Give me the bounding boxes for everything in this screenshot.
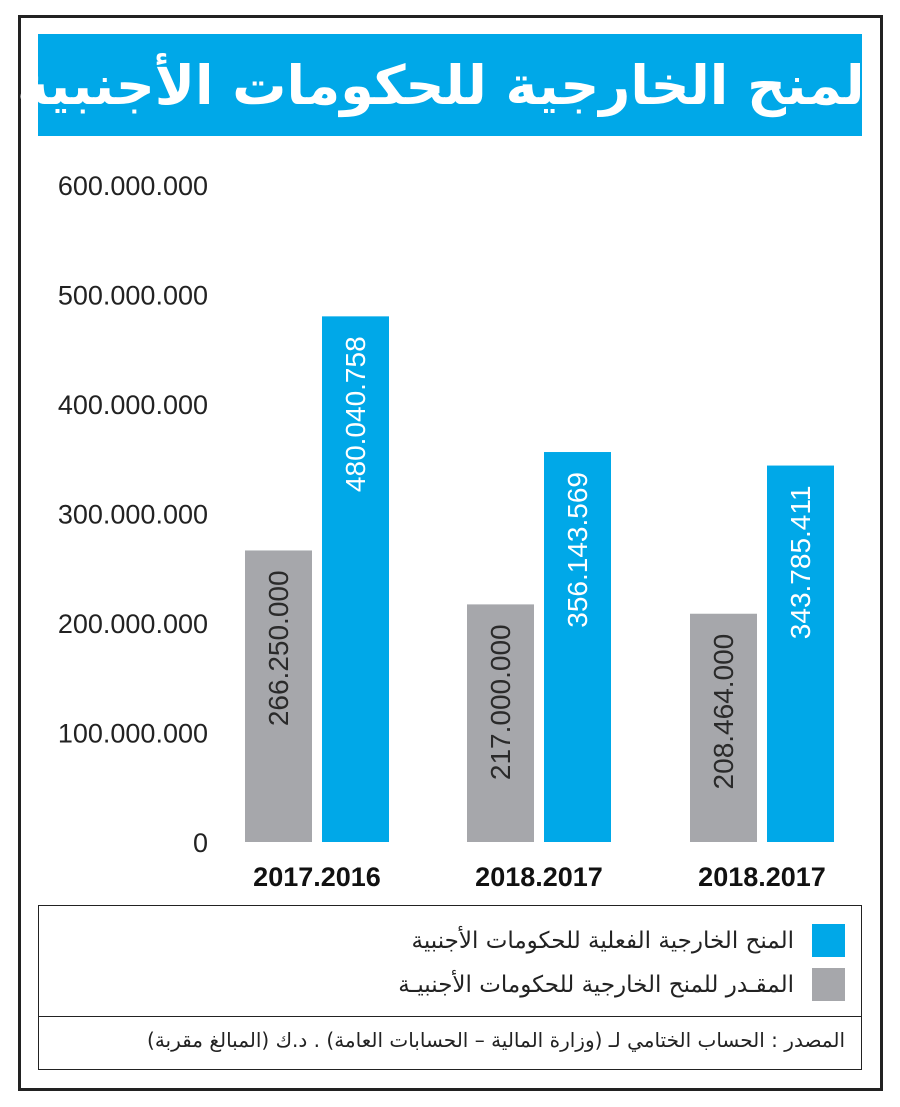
source-note: المصدر : الحساب الختامي لـ (وزارة المالي… (147, 1028, 845, 1052)
legend-label-estimated: المقـدر للمنح الخارجية للحكومات الأجنبيـ… (398, 971, 794, 998)
legend-divider (39, 1016, 861, 1017)
bar-value-label: 343.785.411 (785, 486, 816, 640)
bar-value-label: 208.464.000 (708, 634, 739, 790)
chart-title: المنح الخارجية للحكومات الأجنبية (16, 53, 884, 117)
bar-value-label: 480.040.758 (340, 336, 371, 492)
x-axis: 2017.2016 2018.2017 2018.2017 (253, 862, 826, 892)
bar-value-label: 266.250.000 (263, 570, 294, 726)
bar-chart: 0 100.000.000 200.000.000 300.000.000 400.00… (58, 171, 834, 892)
bar-estimated (690, 613, 757, 842)
legend-swatch-actual (812, 924, 845, 957)
bar-value-label: 217.000.000 (485, 624, 516, 780)
legend-item-estimated: المقـدر للمنح الخارجية للحكومات الأجنبيـ… (398, 968, 845, 1001)
legend: المنح الخارجية الفعلية للحكومات الأجنبية… (38, 905, 862, 1070)
y-tick-label: 400.000.000 (58, 390, 208, 420)
y-axis: 0 100.000.000 200.000.000 300.000.000 400.00… (58, 171, 208, 858)
y-tick-label: 600.000.000 (58, 171, 208, 201)
title-bar: المنح الخارجية للحكومات الأجنبية (17, 34, 883, 136)
y-tick-label: 100.000.000 (58, 719, 208, 749)
x-tick-label: 2018.2017 (698, 862, 826, 892)
y-tick-label: 200.000.000 (58, 609, 208, 639)
bar-estimated (467, 604, 534, 842)
legend-swatch-estimated (812, 968, 845, 1001)
bar-actual (322, 316, 389, 843)
legend-label-actual: المنح الخارجية الفعلية للحكومات الأجنبية (411, 927, 795, 954)
legend-item-actual: المنح الخارجية الفعلية للحكومات الأجنبية (411, 924, 845, 957)
bar-actual (767, 465, 834, 842)
y-tick-label: 300.000.000 (58, 500, 208, 530)
x-tick-label: 2017.2016 (253, 862, 381, 892)
bar-actual (544, 452, 611, 842)
y-tick-label: 500.000.000 (58, 281, 208, 311)
bars: 266.250.000 480.040.758 217.000.000 356.143… (245, 316, 834, 843)
y-tick-label: 0 (193, 828, 208, 858)
chart-frame (18, 15, 883, 1091)
x-tick-label: 2018.2017 (475, 862, 603, 892)
bar-value-label: 356.143.569 (562, 472, 593, 628)
bar-estimated (245, 550, 312, 842)
